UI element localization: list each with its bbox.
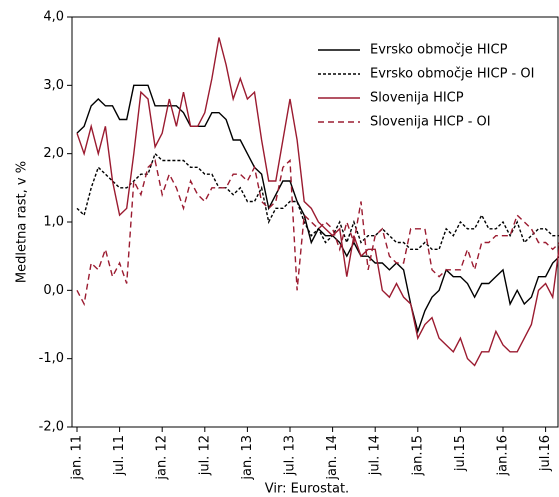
series-line bbox=[76, 158, 559, 307]
legend-label: Slovenija HICP bbox=[370, 91, 464, 106]
series-line bbox=[76, 152, 559, 251]
y-tick-label: 0,0 bbox=[43, 283, 64, 298]
y-tick-label: -1,0 bbox=[39, 351, 64, 366]
x-tick-label: jul. 11 bbox=[112, 435, 127, 476]
y-tick-label: 1,0 bbox=[43, 215, 64, 230]
x-tick-label: jul. 14 bbox=[368, 435, 383, 476]
y-axis-label: Medletna rast, v % bbox=[15, 161, 30, 283]
x-tick-label: jul. 12 bbox=[197, 435, 212, 476]
y-tick-label: 4,0 bbox=[43, 10, 64, 25]
y-tick-label: 2,0 bbox=[43, 146, 64, 161]
x-tick-label: jan. 12 bbox=[155, 435, 170, 481]
x-tick-label: jan. 14 bbox=[325, 435, 340, 481]
legend-label: Slovenija HICP - OI bbox=[370, 115, 491, 130]
y-tick-label: 3,0 bbox=[43, 78, 64, 93]
legend-label: Evrsko območje HICP bbox=[370, 43, 508, 58]
x-tick-label: jul.15 bbox=[453, 435, 468, 472]
y-tick-label: -2,0 bbox=[39, 420, 64, 435]
x-tick-label: jul.16 bbox=[538, 435, 553, 472]
x-tick-label: jan.15 bbox=[410, 435, 425, 477]
series-line bbox=[76, 37, 559, 367]
x-tick-label: jan.16 bbox=[496, 435, 511, 477]
source: Vir: Eurostat. bbox=[265, 482, 349, 497]
legend-label: Evrsko območje HICP - OI bbox=[370, 67, 534, 82]
x-tick-label: jan. 13 bbox=[240, 435, 255, 481]
x-tick-label: jan. 11 bbox=[70, 435, 85, 481]
x-tick-label: jul. 13 bbox=[283, 435, 298, 476]
